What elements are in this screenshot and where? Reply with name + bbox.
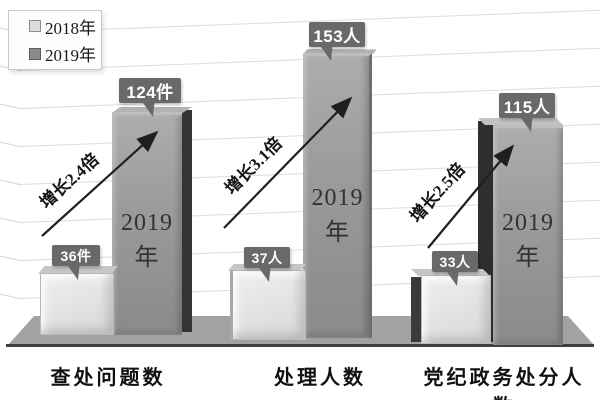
legend: 2018年 2019年 bbox=[8, 10, 102, 70]
growth-arrow-1 bbox=[41, 130, 159, 237]
legend-label: 2018年 bbox=[45, 18, 96, 38]
bar-2018-handled-people bbox=[230, 270, 306, 340]
value-callout-2019: 115人 bbox=[499, 93, 555, 118]
bar-2018-side bbox=[411, 277, 421, 342]
bar-year-label: 2019年 bbox=[311, 185, 364, 246]
value-callout-2018: 36件 bbox=[52, 245, 100, 266]
value-callout-2019: 124件 bbox=[119, 78, 181, 103]
value-callout-2019: 153人 bbox=[309, 22, 365, 47]
bar-2018-checked-problems bbox=[40, 273, 114, 335]
growth-arrow-3 bbox=[427, 144, 515, 249]
value-label: 124件 bbox=[126, 83, 174, 102]
value-callout-2018: 37人 bbox=[244, 247, 290, 268]
value-label: 37人 bbox=[251, 249, 283, 266]
category-label: 处理人数 bbox=[274, 367, 366, 389]
growth-arrow-2 bbox=[223, 96, 353, 229]
legend-swatch-2018 bbox=[29, 20, 41, 33]
legend-item-2019: 2019年 bbox=[29, 41, 101, 66]
bar-2019-top bbox=[303, 49, 377, 54]
value-callout-2018: 33人 bbox=[432, 251, 478, 272]
bar-year-label: 2019年 bbox=[121, 210, 173, 271]
floor-front-edge bbox=[6, 344, 594, 347]
category-label: 查处问题数 bbox=[50, 367, 166, 389]
bar-2018-disciplined-people bbox=[421, 275, 491, 344]
bar-2019-side bbox=[182, 110, 192, 332]
value-label: 115人 bbox=[503, 98, 551, 117]
value-label: 153人 bbox=[313, 27, 361, 46]
bar-year-label: 2019年 bbox=[502, 210, 554, 271]
category-label: 党纪政务处分人数 bbox=[423, 367, 585, 400]
legend-label: 2019年 bbox=[45, 46, 96, 66]
legend-item-2018: 2018年 bbox=[29, 14, 101, 39]
bar-2019-top bbox=[478, 118, 563, 125]
value-label: 36件 bbox=[60, 247, 92, 264]
legend-swatch-2019 bbox=[29, 47, 41, 60]
value-label: 33人 bbox=[439, 253, 471, 270]
